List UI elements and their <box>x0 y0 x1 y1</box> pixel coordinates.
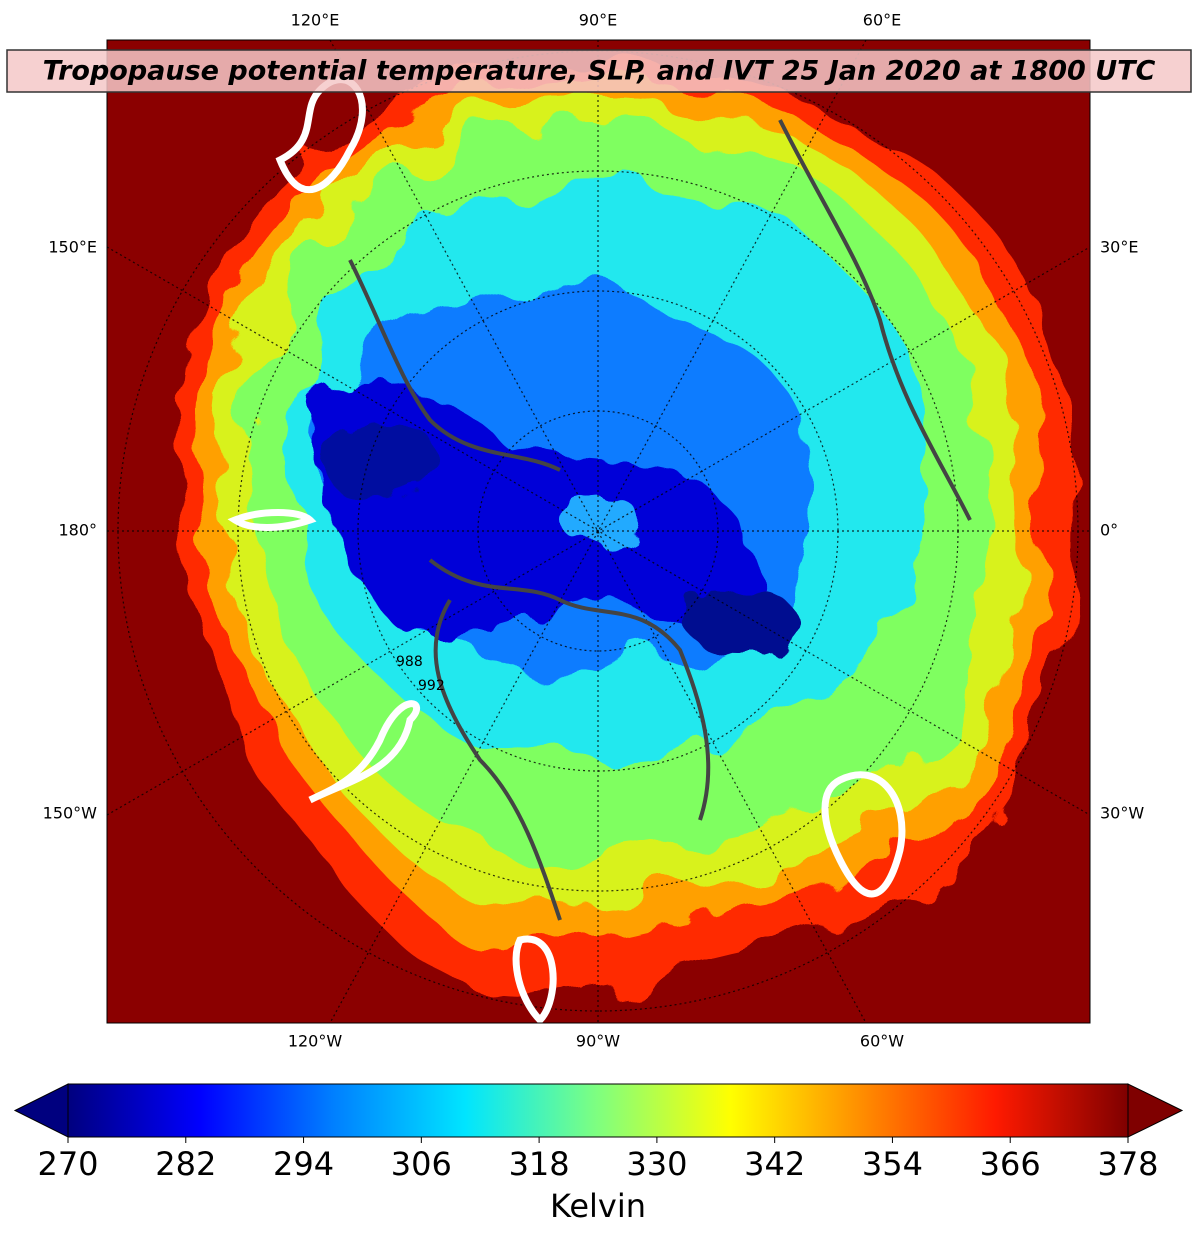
lon-label: 30°W <box>1100 804 1144 823</box>
colorbar-tick-label: 306 <box>391 1145 452 1183</box>
colorbar-tick-label: 270 <box>37 1145 98 1183</box>
colorbar-label: Kelvin <box>550 1187 646 1225</box>
ivt-contours <box>227 76 906 1023</box>
colorbar-tick-label: 378 <box>1097 1145 1158 1183</box>
lon-label: 150°W <box>43 804 98 823</box>
title: Tropopause potential temperature, SLP, a… <box>43 56 1156 87</box>
lon-label: 150°E <box>48 238 97 257</box>
colorbar-tick-label: 366 <box>980 1145 1041 1183</box>
lon-label: 0° <box>1100 521 1118 540</box>
colorbar-tick-label: 342 <box>744 1145 805 1183</box>
lon-label: 120°W <box>288 1032 343 1051</box>
colorbar-extend-low <box>13 1083 69 1138</box>
lon-label: 90°E <box>579 11 617 30</box>
map-frame <box>106 39 1091 1024</box>
colorbar-tick-label: 330 <box>626 1145 687 1183</box>
contour-label: 992 <box>418 678 445 694</box>
lon-label: 180° <box>58 521 97 540</box>
lon-label: 120°E <box>291 11 340 30</box>
colorbar-tick-label: 318 <box>509 1145 570 1183</box>
colorbar: 270 282 294 306 318 330 342 354 366 378 Kelvin <box>13 1083 1184 1225</box>
lon-label: 60°E <box>863 11 901 30</box>
colorbar-tick-label: 282 <box>155 1145 216 1183</box>
colorbar-tick-label: 354 <box>862 1145 923 1183</box>
lon-label: 60°W <box>860 1032 904 1051</box>
colorbar-tick-label: 294 <box>273 1145 334 1183</box>
lon-label: 90°W <box>576 1032 620 1051</box>
colorbar-extend-high <box>1127 1083 1184 1138</box>
lon-label: 30°E <box>1100 238 1138 257</box>
title-box <box>6 49 1192 93</box>
coastlines <box>348 119 972 921</box>
colorbar-bar <box>67 1083 1129 1138</box>
map: 988 992 <box>107 40 1090 1023</box>
contour-label: 988 <box>396 654 423 670</box>
